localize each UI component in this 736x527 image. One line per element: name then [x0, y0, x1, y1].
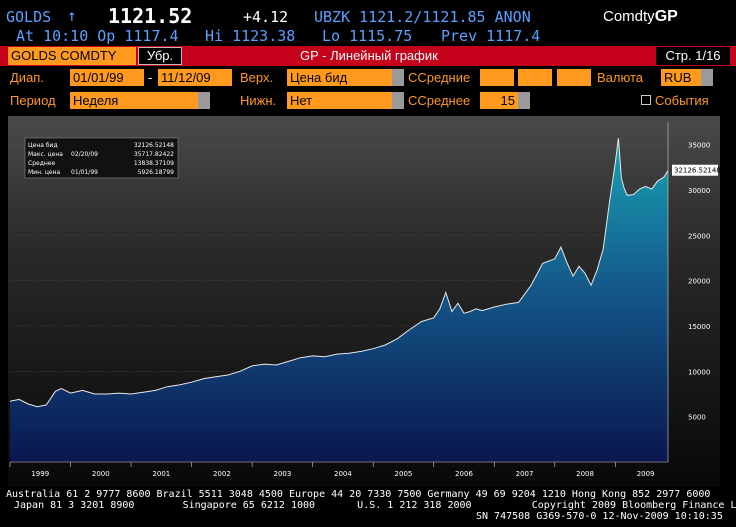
stat-value: 32126.52148 — [134, 142, 174, 149]
y-tick-label: 5000 — [688, 414, 706, 422]
ma-field-2[interactable] — [518, 69, 552, 86]
title-bar — [0, 46, 736, 66]
x-tick-label: 1999 — [31, 470, 49, 478]
date-to-field[interactable]: 11/12/09 — [158, 69, 232, 86]
x-tick-label: 2005 — [395, 470, 413, 478]
stat-value: 35717.82422 — [134, 151, 174, 158]
y-tick-label: 25000 — [688, 232, 710, 240]
lower-dropdown-icon[interactable] — [392, 92, 404, 109]
price-area — [10, 138, 668, 463]
stat-date: 02/20/09 — [71, 151, 98, 158]
lower-field[interactable]: Нет — [287, 92, 392, 109]
events-checkbox[interactable] — [641, 95, 651, 105]
up-arrow-icon: ↑ — [67, 6, 77, 25]
price-change: +4.12 — [243, 8, 289, 26]
footer-contacts-2: Japan 81 3 3201 8900 Singapore 65 6212 1… — [14, 500, 736, 511]
x-tick-label: 2003 — [273, 470, 291, 478]
stat-label: Макс. цена — [28, 151, 63, 158]
last-value-label: 32126.52148 — [674, 167, 720, 175]
hi-stat: Hi 1123.38 — [205, 27, 295, 45]
ma2-label: ССреднее — [408, 93, 471, 108]
date-separator: - — [148, 70, 153, 85]
ma-field-3[interactable] — [557, 69, 591, 86]
footer-timestamp: SN 747508 G369-570-0 12-Nov-2009 10:10:3… — [476, 511, 723, 522]
period-field[interactable]: Неделя — [70, 92, 198, 109]
currency-label: Валюта — [597, 70, 643, 85]
upper-label: Верх. — [240, 70, 274, 85]
events-label: События — [655, 93, 709, 108]
stat-value: 13838.37109 — [134, 160, 174, 167]
y-tick-label: 35000 — [688, 142, 710, 150]
range-label: Диап. — [10, 70, 44, 85]
period-dropdown-icon[interactable] — [198, 92, 210, 109]
footer-contacts-1: Australia 61 2 9777 8600 Brazil 5511 304… — [6, 489, 711, 500]
hi-value: 1123.38 — [232, 27, 296, 45]
last-price: 1121.52 — [108, 4, 193, 28]
lo-value: 1115.75 — [349, 27, 413, 45]
x-tick-label: 2000 — [92, 470, 110, 478]
date-from-field[interactable]: 01/01/99 — [70, 69, 144, 86]
x-tick-label: 2008 — [576, 470, 594, 478]
currency-dropdown-icon[interactable] — [701, 69, 713, 86]
ma-field-1[interactable] — [480, 69, 514, 86]
page-indicator[interactable]: Стр. 1/16 — [656, 47, 730, 65]
x-tick-label: 2006 — [455, 470, 473, 478]
brand-function: GP — [654, 8, 678, 25]
op-label: Op — [97, 27, 116, 45]
op-value: 1117.4 — [124, 27, 179, 45]
stat-label: Мин. цена — [28, 169, 61, 176]
x-tick-label: 2001 — [152, 470, 170, 478]
hi-label: Hi — [205, 27, 224, 45]
at-label: At — [16, 27, 35, 45]
ma-label: ССредние — [408, 70, 471, 85]
price-chart: 5000 10000 15000 20000 25000 30000 35000 1999 2… — [8, 116, 720, 487]
prev-label: Prev — [441, 27, 478, 45]
stat-label: Цена бид — [28, 142, 58, 149]
currency-field[interactable]: RUB — [661, 69, 701, 86]
remove-button[interactable]: Убр. — [138, 47, 182, 65]
y-tick-label: 10000 — [688, 368, 710, 376]
upper-field[interactable]: Цена бид — [287, 69, 392, 86]
brand-prefix: Comdty — [603, 8, 655, 25]
stat-label: Среднее — [28, 160, 55, 167]
stat-value: 5926.18799 — [138, 169, 174, 176]
x-tick-label: 2009 — [637, 470, 655, 478]
function-title: GP - Линейный график — [300, 48, 438, 63]
prev-value: 1117.4 — [486, 27, 541, 45]
ma2-field[interactable]: 15 — [480, 92, 518, 109]
period-label: Период — [10, 93, 56, 108]
y-tick-label: 20000 — [688, 278, 710, 286]
lower-label: Нижн. — [240, 93, 277, 108]
quote-source: UBZK 1121.2/1121.85 ANON — [314, 8, 531, 26]
x-tick-label: 2002 — [213, 470, 231, 478]
ma2-dropdown-icon[interactable] — [518, 92, 530, 109]
lo-label: Lo — [322, 27, 341, 45]
price-line — [9, 138, 669, 408]
security-field[interactable]: GOLDS COMDTY — [8, 47, 136, 65]
prev-stat: Prev 1117.4 — [441, 27, 540, 45]
x-tick-label: 2007 — [516, 470, 534, 478]
brand-label: ComdtyGP — [603, 8, 678, 26]
upper-dropdown-icon[interactable] — [392, 69, 404, 86]
stat-date: 01/01/99 — [71, 169, 98, 176]
x-tick-label: 2004 — [334, 470, 352, 478]
quote-stats: At 10:10 Op 1117.4 — [16, 27, 179, 45]
stats-legend-box — [24, 137, 179, 179]
y-tick-label: 15000 — [688, 323, 710, 331]
ticker: GOLDS — [6, 8, 52, 26]
y-tick-label: 30000 — [688, 187, 710, 195]
lo-stat: Lo 1115.75 — [322, 27, 412, 45]
at-time: 10:10 — [43, 27, 89, 45]
last-value-box — [672, 164, 718, 176]
